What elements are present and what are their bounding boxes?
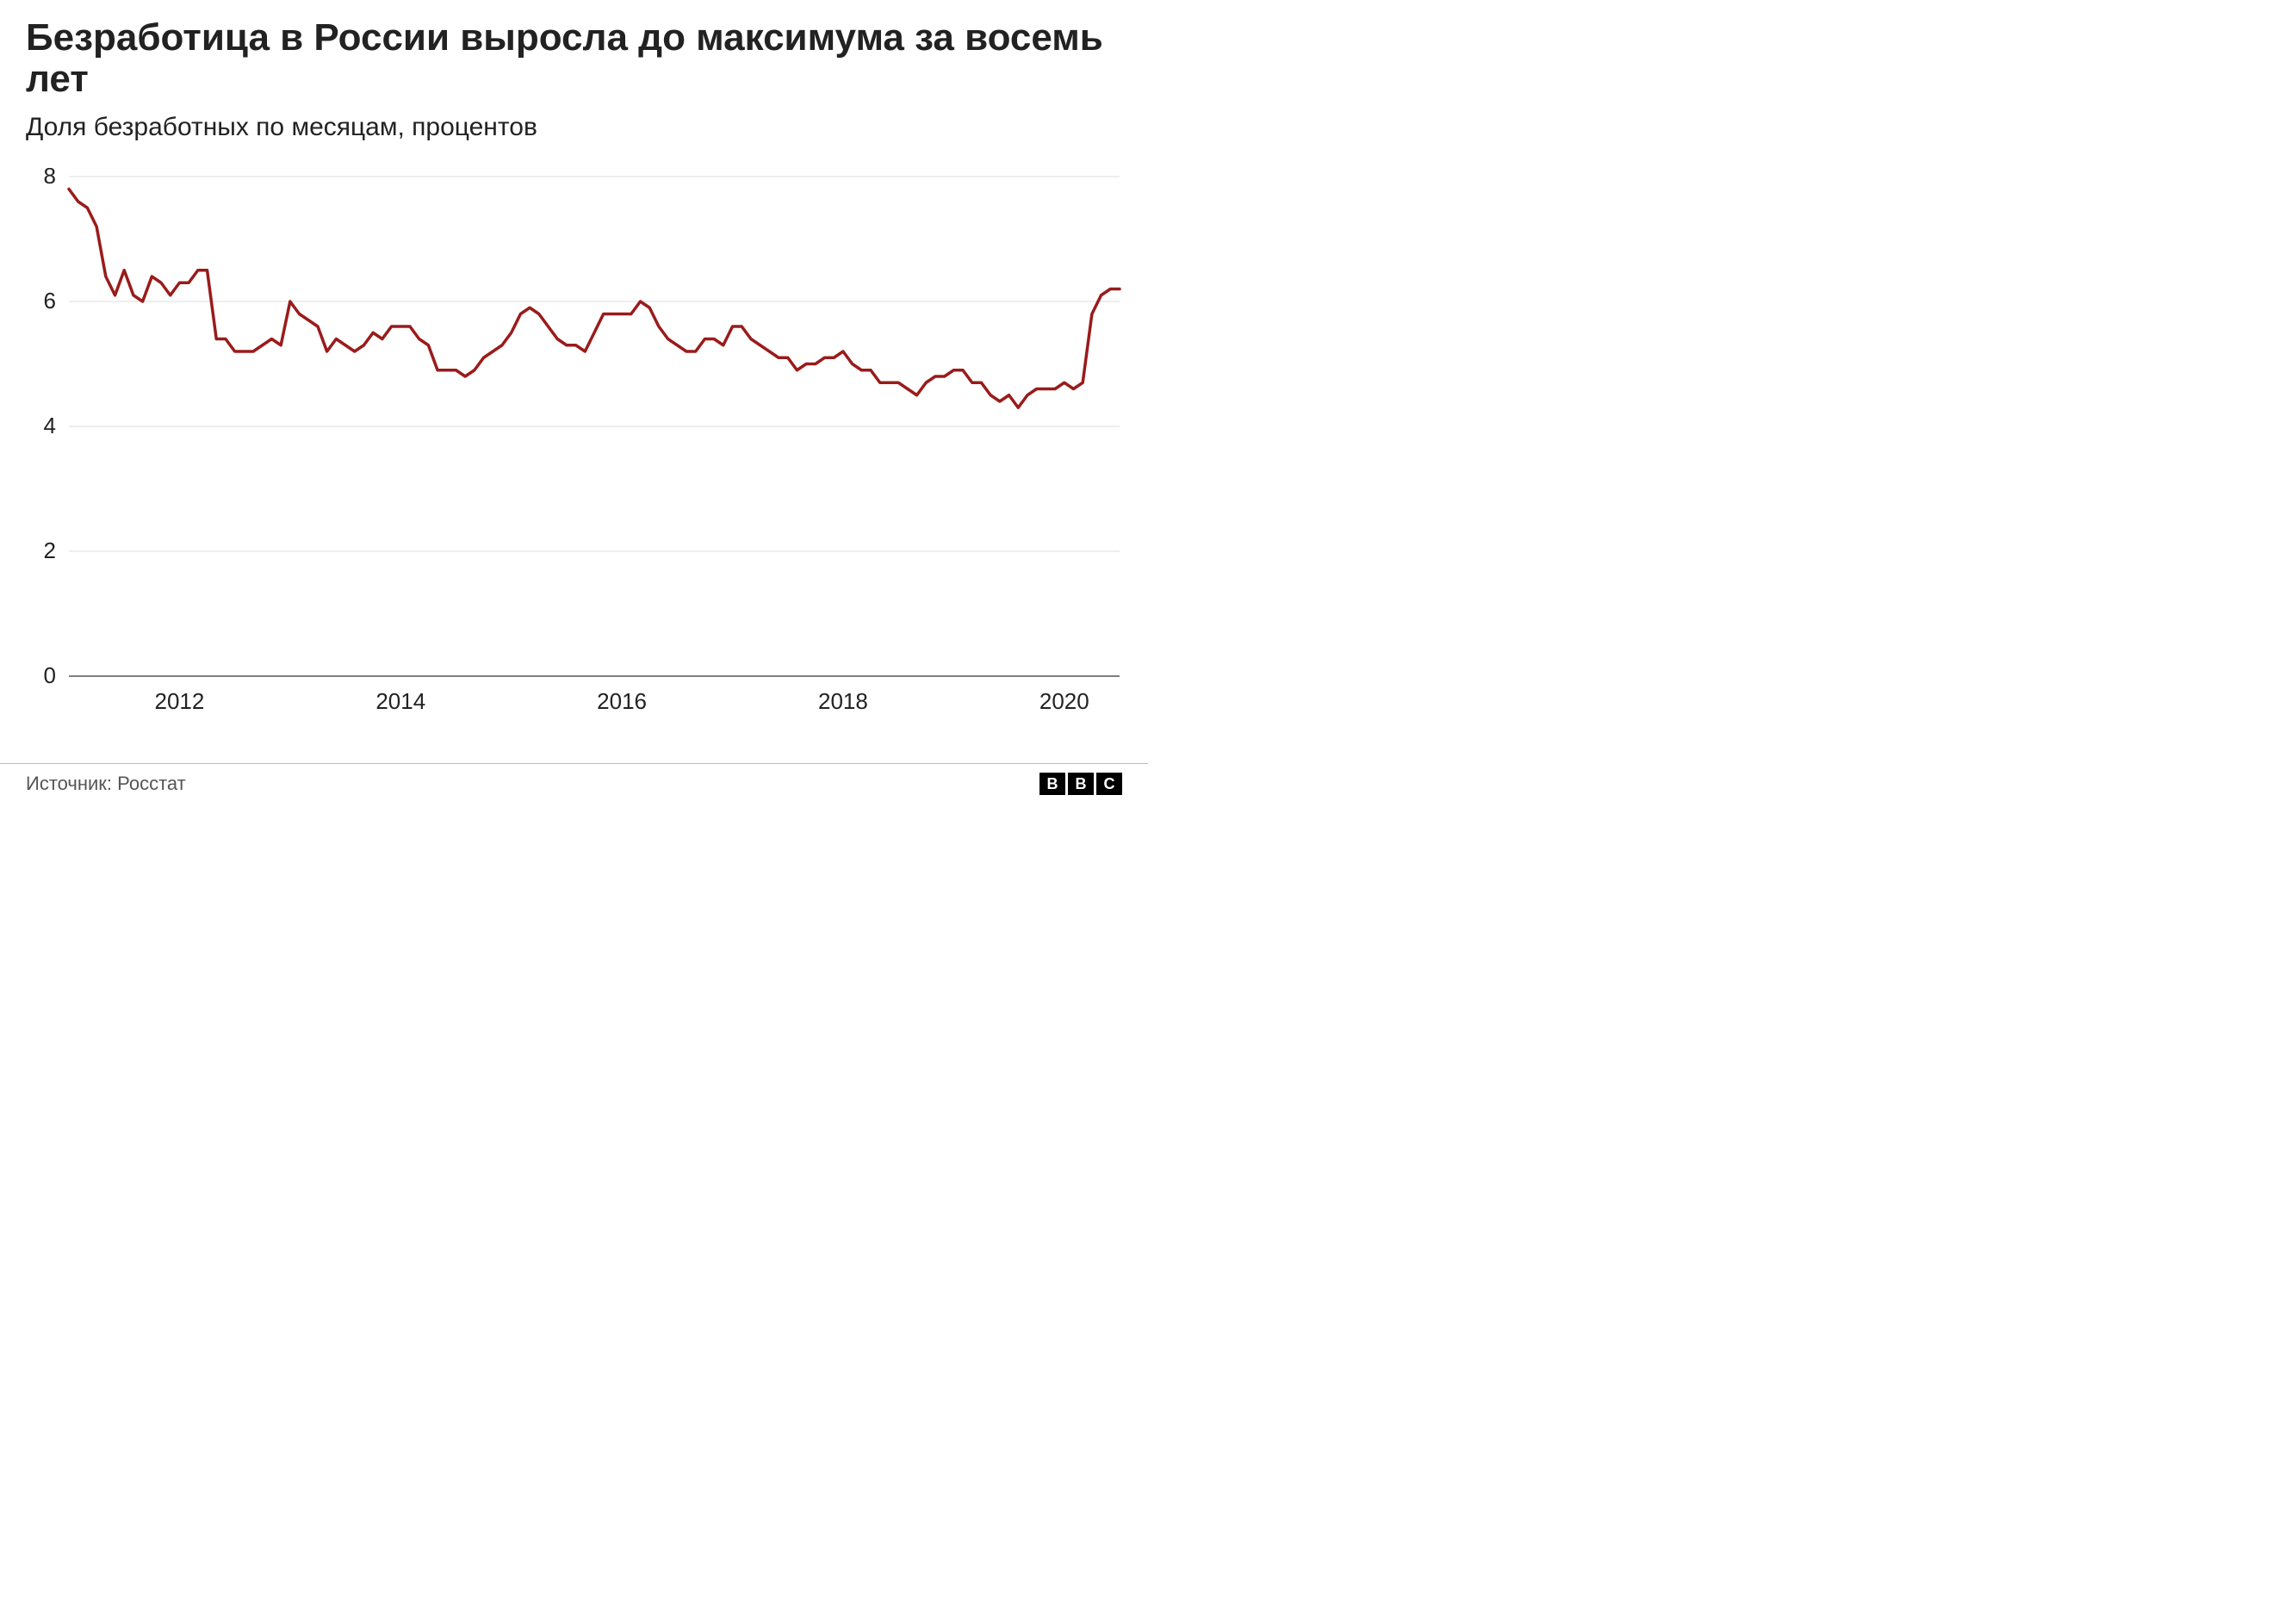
source-text: Источник: Росстат (26, 773, 186, 795)
chart-container: Безработица в России выросла до максимум… (0, 0, 1148, 807)
x-tick-label: 2018 (818, 688, 868, 714)
y-tick-label: 2 (44, 537, 56, 563)
x-tick-label: 2016 (597, 688, 647, 714)
bbc-logo-letter: C (1096, 773, 1122, 795)
y-tick-label: 0 (44, 662, 56, 688)
line-chart-svg: 0 2 4 6 8 2012 2014 2016 2018 2020 (26, 168, 1128, 719)
y-tick-label: 8 (44, 168, 56, 189)
x-tick-label: 2012 (154, 688, 204, 714)
chart-subtitle: Доля безработных по месяцам, процентов (0, 101, 1148, 142)
chart-footer: Источник: Росстат B B C (0, 763, 1148, 807)
y-tick-label: 4 (44, 413, 56, 438)
bbc-logo: B B C (1039, 773, 1122, 795)
unemployment-line (69, 189, 1120, 407)
plot-area: 0 2 4 6 8 2012 2014 2016 2018 2020 (26, 168, 1122, 724)
y-tick-label: 6 (44, 288, 56, 314)
x-tick-label: 2014 (375, 688, 425, 714)
chart-title: Безработица в России выросла до максимум… (0, 0, 1148, 101)
bbc-logo-letter: B (1039, 773, 1065, 795)
bbc-logo-letter: B (1068, 773, 1094, 795)
x-tick-label: 2020 (1039, 688, 1089, 714)
